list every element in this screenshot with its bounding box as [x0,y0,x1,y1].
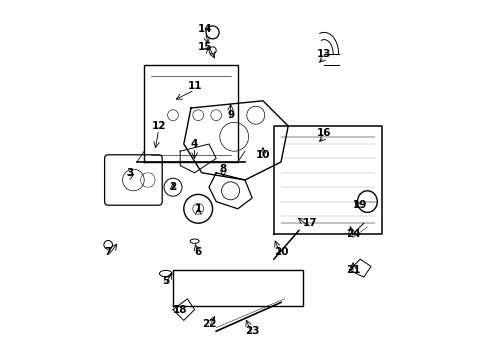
Text: 8: 8 [220,164,227,174]
Text: 2: 2 [170,182,176,192]
Text: 14: 14 [198,24,213,34]
Text: 22: 22 [202,319,216,329]
Text: 20: 20 [274,247,288,257]
Text: 9: 9 [227,110,234,120]
Text: 15: 15 [198,42,213,52]
Text: 17: 17 [302,218,317,228]
Text: 7: 7 [104,247,112,257]
Text: 4: 4 [191,139,198,149]
Text: 12: 12 [151,121,166,131]
Text: 21: 21 [346,265,360,275]
Text: 13: 13 [317,49,331,59]
Text: 11: 11 [187,81,202,91]
Text: 3: 3 [126,168,133,178]
Text: 1: 1 [195,204,202,214]
Text: 23: 23 [245,326,259,336]
Text: 18: 18 [173,305,188,315]
Text: 24: 24 [345,229,360,239]
Text: 10: 10 [256,150,270,160]
Text: 16: 16 [317,128,331,138]
Text: 19: 19 [353,200,368,210]
Text: 6: 6 [195,247,202,257]
Text: 5: 5 [162,276,170,286]
